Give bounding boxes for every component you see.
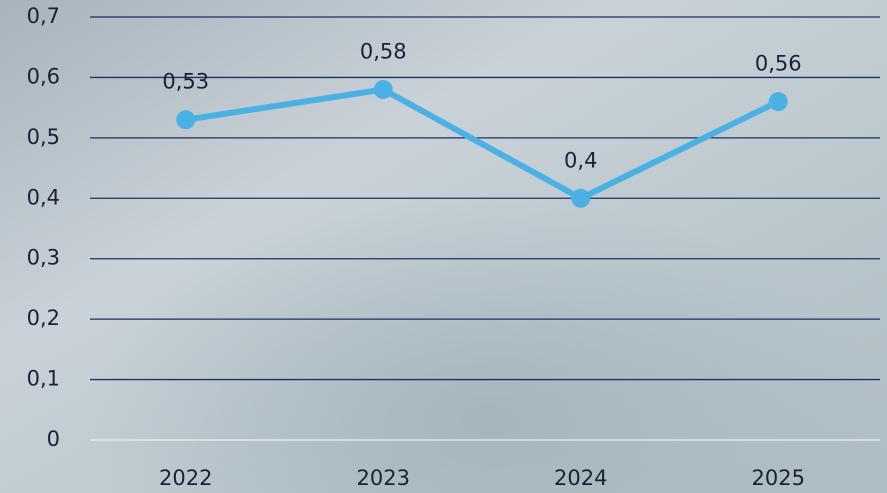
y-tick-label: 0,6: [27, 64, 60, 88]
marker: [373, 80, 393, 100]
data-label: 0,4: [564, 148, 597, 172]
x-tick-label: 2025: [752, 466, 805, 490]
y-tick-label: 0,7: [27, 4, 60, 28]
marker: [768, 92, 788, 112]
y-tick-label: 0: [47, 427, 60, 451]
marker: [176, 110, 196, 130]
x-tick-label: 2022: [159, 466, 212, 490]
line: [185, 86, 780, 202]
marker: [571, 188, 591, 208]
data-label: 0,58: [360, 40, 407, 64]
y-tick-label: 0,1: [27, 367, 60, 391]
y-tick-label: 0,4: [27, 185, 60, 209]
data-label: 0,56: [755, 52, 802, 76]
data-label: 0,53: [162, 70, 209, 94]
x-tick-label: 2023: [357, 466, 410, 490]
y-tick-label: 0,3: [27, 246, 60, 270]
y-tick-label: 0,5: [27, 125, 60, 149]
x-tick-label: 2024: [554, 466, 607, 490]
y-tick-label: 0,2: [27, 306, 60, 330]
